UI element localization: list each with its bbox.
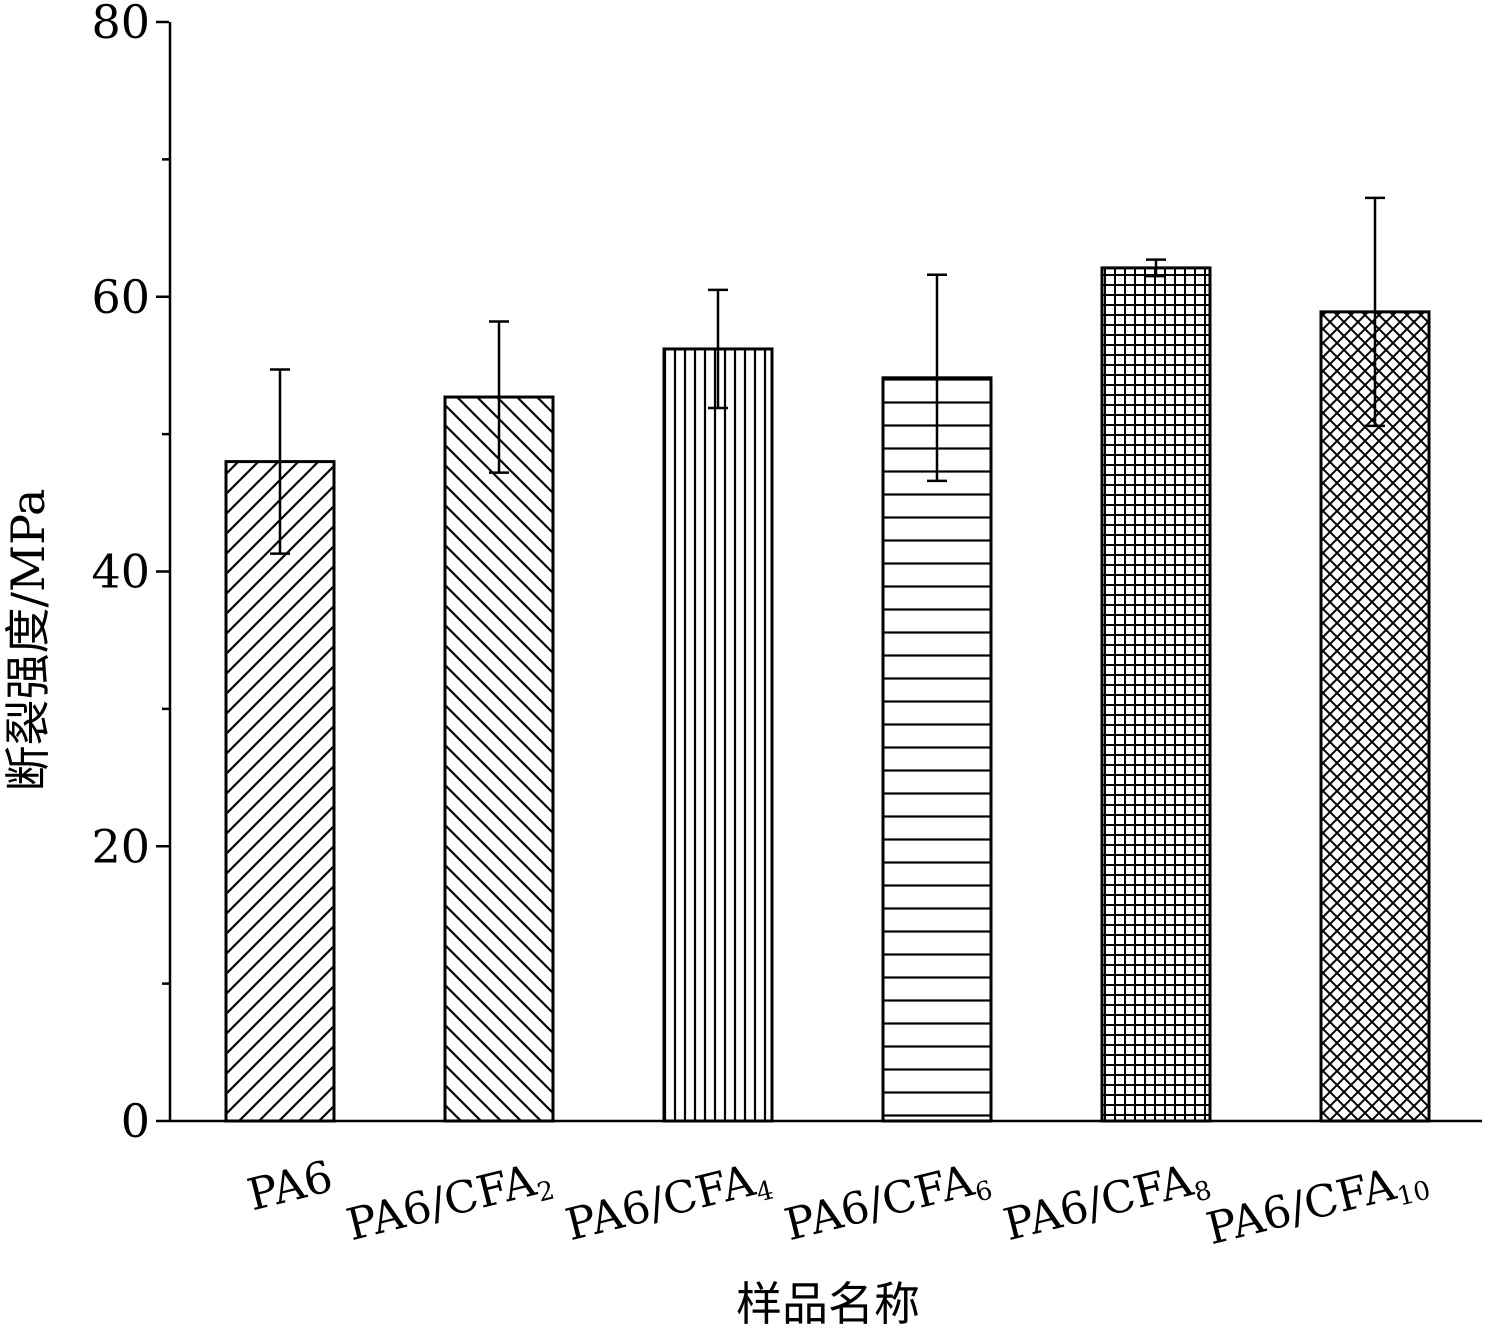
x-tick-label-main: PA6/CFA xyxy=(780,1155,980,1251)
bar-0 xyxy=(224,460,336,1123)
x-axis-title: 样品名称 xyxy=(736,1277,920,1331)
x-tick-label-subscript: 8 xyxy=(1191,1175,1214,1208)
x-tick-label-4: PA6/CFA8 xyxy=(999,1151,1215,1255)
bar-4 xyxy=(1100,266,1212,1123)
x-tick-label-subscript: 4 xyxy=(753,1175,776,1208)
x-tick-label-main: PA6/CFA xyxy=(561,1155,761,1251)
x-tick-labels-layer: PA6 PA6/CFA2 PA6/CFA4 PA6/CFA6 PA6/CFA8PA6/C… xyxy=(243,1151,1434,1259)
x-tick-label-subscript: 6 xyxy=(972,1175,995,1208)
x-tick-label-main: PA6 xyxy=(243,1151,338,1221)
bars-layer xyxy=(224,266,1431,1123)
y-tick-label-80: 80 xyxy=(91,0,150,49)
y-tick-label-20: 20 xyxy=(91,819,150,873)
y-axis-title: 断裂强度/MPa xyxy=(1,489,55,792)
x-tick-label-main: PA6/CFA xyxy=(342,1155,542,1251)
x-tick-label-5: PA6/CFA10 xyxy=(1202,1151,1434,1259)
x-tick-label-subscript: 2 xyxy=(534,1175,557,1208)
x-tick-label-2: PA6/CFA4 xyxy=(561,1151,777,1255)
x-tick-label-main: PA6/CFA xyxy=(1202,1159,1402,1255)
x-tick-label-1: PA6/CFA2 xyxy=(342,1151,558,1255)
bar-2 xyxy=(662,347,774,1123)
x-tick-label-3: PA6/CFA6 xyxy=(780,1151,996,1255)
y-tick-label-0: 0 xyxy=(121,1094,150,1148)
bar-1 xyxy=(443,395,555,1123)
y-tick-label-60: 60 xyxy=(91,270,150,324)
y-tick-label-40: 40 xyxy=(91,545,150,599)
error-bars-layer xyxy=(270,196,1385,555)
bar-3 xyxy=(881,376,993,1123)
x-tick-label-main: PA6/CFA xyxy=(999,1155,1199,1251)
x-tick-label-0: PA6 xyxy=(243,1151,338,1221)
x-tick-label-subscript: 10 xyxy=(1394,1175,1433,1212)
bar-5 xyxy=(1319,310,1431,1123)
y-ticks-layer: 0 20 40 60 80 xyxy=(91,0,169,1148)
